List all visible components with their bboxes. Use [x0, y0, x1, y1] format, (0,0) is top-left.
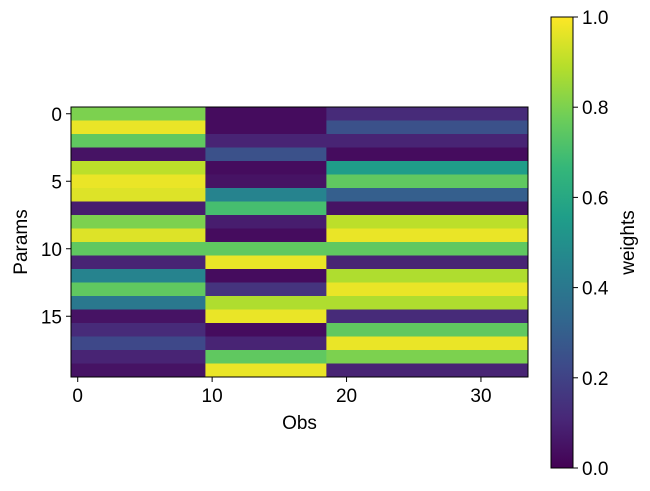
heatmap-cell [205, 336, 327, 351]
heatmap-cell [326, 269, 529, 283]
colorbar-tick-label: 0.8 [582, 98, 608, 119]
heatmap-cell [326, 107, 529, 121]
x-tick-label: 0 [72, 386, 83, 407]
x-tick-label: 10 [202, 386, 223, 407]
y-tick-label: 10 [41, 240, 62, 261]
heatmap-cell [205, 269, 327, 283]
y-axis-label: Params [11, 209, 32, 274]
heatmap-cell [205, 242, 327, 256]
colorbar-tick-label: 0.6 [582, 188, 608, 209]
heatmap-cell [326, 309, 529, 324]
heatmap-cell [71, 323, 206, 337]
heatmap-cell [71, 134, 206, 148]
y-tick-label: 15 [41, 307, 62, 328]
heatmap-cell [71, 215, 206, 229]
heatmap-cell [326, 363, 529, 378]
heatmap-cell [326, 215, 529, 229]
heatmap-cell [326, 228, 529, 243]
heatmap-cell [205, 201, 327, 216]
y-axis: 0 5 10 15 [41, 105, 71, 328]
heatmap-cell [71, 161, 206, 175]
heatmap-cell [326, 255, 529, 270]
colorbar-tick-label: 0.0 [582, 459, 608, 480]
heatmap-cell [205, 215, 327, 229]
heatmap-cell [205, 363, 327, 378]
heatmap-frame [70, 106, 529, 378]
heatmap-cell [326, 134, 529, 148]
heatmap-cell [326, 282, 529, 297]
heatmap-cell [71, 363, 206, 378]
heatmap-cell [71, 120, 206, 135]
heatmap-cell [326, 188, 529, 202]
heatmap-cell [326, 161, 529, 175]
heatmap-cell [205, 147, 327, 162]
heatmap-cell [71, 296, 206, 310]
x-axis: 0 10 20 30 [72, 377, 492, 407]
heatmap-cell [205, 323, 327, 337]
heatmap-cell [71, 228, 206, 243]
heatmap-cell [71, 336, 206, 351]
heatmap-cell [326, 201, 529, 216]
colorbar-tick-label: 0.4 [582, 279, 609, 300]
heatmap-cell [71, 147, 206, 162]
heatmap-cell [71, 255, 206, 270]
heatmap-cells [71, 107, 529, 378]
colorbar [550, 16, 574, 469]
heatmap-cell [326, 323, 529, 337]
colorbar-tick-label: 0.2 [582, 369, 608, 390]
x-axis-label: Obs [282, 413, 317, 434]
heatmap-cell [71, 174, 206, 189]
x-tick-label: 20 [336, 386, 357, 407]
x-tick-label: 30 [470, 386, 491, 407]
heatmap-cell [205, 188, 327, 202]
heatmap-cell [71, 242, 206, 256]
heatmap-cell [205, 296, 327, 310]
heatmap-cell [326, 174, 529, 189]
heatmap-cell [71, 188, 206, 202]
heatmap-cell [326, 147, 529, 162]
heatmap-cell [71, 201, 206, 216]
colorbar-axis: 0.0 0.2 0.4 0.6 0.8 1.0 [573, 8, 609, 480]
heatmap-cell [71, 107, 206, 121]
heatmap-cell [205, 282, 327, 297]
heatmap-cell [326, 296, 529, 310]
heatmap-cell [71, 269, 206, 283]
heatmap-cell [205, 174, 327, 189]
heatmap-cell [205, 255, 327, 270]
y-tick-label: 0 [51, 105, 62, 126]
heatmap-cell [205, 120, 327, 135]
heatmap-cell [326, 336, 529, 351]
heatmap-cell [205, 309, 327, 324]
heatmap-cell [205, 134, 327, 148]
heatmap-cell [71, 350, 206, 364]
heatmap-cell [71, 282, 206, 297]
heatmap-cell [205, 350, 327, 364]
heatmap-cell [205, 161, 327, 175]
heatmap-cell [326, 242, 529, 256]
heatmap-cell [326, 120, 529, 135]
heatmap-cell [326, 350, 529, 364]
heatmap-cell [205, 228, 327, 243]
y-tick-label: 5 [51, 172, 62, 193]
heatmap-cell [205, 107, 327, 121]
colorbar-tick-label: 1.0 [582, 8, 608, 29]
heatmap-cell [71, 309, 206, 324]
colorbar-label: weights [618, 210, 639, 275]
